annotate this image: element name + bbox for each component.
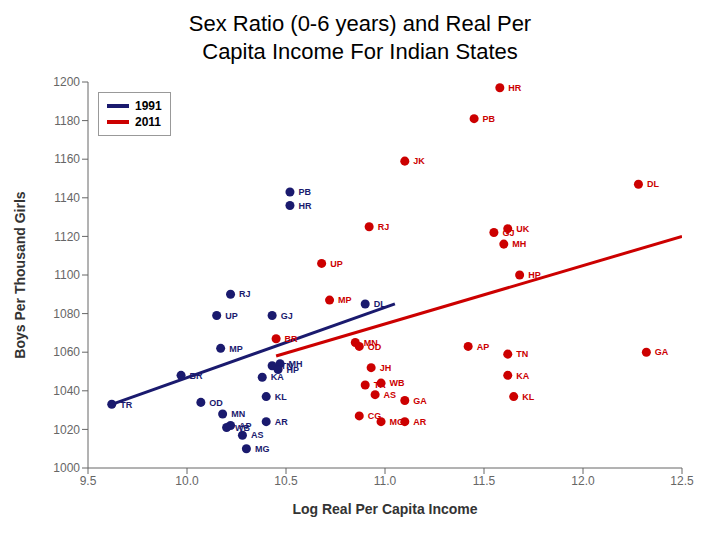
svg-text:9.5: 9.5 <box>80 474 97 488</box>
svg-text:AS: AS <box>384 390 397 400</box>
svg-text:11.0: 11.0 <box>374 474 397 488</box>
svg-text:1100: 1100 <box>54 268 80 282</box>
svg-text:BR: BR <box>190 371 203 381</box>
svg-text:AR: AR <box>413 417 426 427</box>
svg-text:UK: UK <box>516 224 529 234</box>
svg-text:Log Real Per Capita Income: Log Real Per Capita Income <box>292 501 477 517</box>
svg-text:DL: DL <box>374 299 386 309</box>
svg-text:TR: TR <box>120 400 132 410</box>
svg-text:10.5: 10.5 <box>274 474 298 488</box>
svg-text:GJ: GJ <box>281 311 293 321</box>
svg-text:12.5: 12.5 <box>670 474 694 488</box>
svg-text:WB: WB <box>390 378 405 388</box>
svg-text:10.0: 10.0 <box>175 474 199 488</box>
svg-text:DL: DL <box>647 179 659 189</box>
svg-text:1200: 1200 <box>53 75 80 89</box>
svg-text:KA: KA <box>271 372 284 382</box>
svg-text:MN: MN <box>231 409 245 419</box>
svg-text:1080: 1080 <box>53 307 80 321</box>
svg-text:UP: UP <box>330 259 343 269</box>
svg-text:HP: HP <box>287 365 300 375</box>
svg-text:1140: 1140 <box>54 191 80 205</box>
svg-text:GJ: GJ <box>502 228 514 238</box>
svg-text:HR: HR <box>298 201 311 211</box>
svg-text:UP: UP <box>225 311 238 321</box>
svg-text:CG: CG <box>368 411 382 421</box>
svg-text:AP: AP <box>477 342 490 352</box>
svg-text:1060: 1060 <box>53 345 80 359</box>
svg-text:MG: MG <box>255 444 270 454</box>
svg-text:RJ: RJ <box>239 289 251 299</box>
svg-text:WB: WB <box>235 423 250 433</box>
svg-text:1120: 1120 <box>54 230 80 244</box>
html-text:Sex Ratio (0-6 years) and Real: Sex Ratio (0-6 years) and Real Per Capit… <box>188 11 532 64</box>
svg-text:1000: 1000 <box>53 461 80 475</box>
svg-text:RJ: RJ <box>378 222 390 232</box>
svg-text:KL: KL <box>522 392 534 402</box>
html-text:1991: 1991 <box>135 99 162 113</box>
svg-text:MP: MP <box>229 344 243 354</box>
svg-text:MP: MP <box>338 295 352 305</box>
svg-text:TN: TN <box>516 349 528 359</box>
svg-text:KL: KL <box>275 392 287 402</box>
svg-text:HR: HR <box>508 83 521 93</box>
html-text:2011: 2011 <box>135 115 161 129</box>
svg-text:PB: PB <box>483 114 496 124</box>
svg-text:MH: MH <box>512 239 526 249</box>
svg-text:OD: OD <box>209 398 223 408</box>
svg-text:1180: 1180 <box>54 114 80 128</box>
svg-text:11.5: 11.5 <box>473 474 496 488</box>
svg-text:1160: 1160 <box>54 152 80 166</box>
svg-text:TR: TR <box>374 380 386 390</box>
svg-text:BR: BR <box>285 334 298 344</box>
svg-text:HP: HP <box>528 270 541 280</box>
svg-text:1020: 1020 <box>53 423 80 437</box>
svg-text:PB: PB <box>298 187 311 197</box>
svg-text:GA: GA <box>413 396 427 406</box>
svg-text:Boys Per Thousand Girls: Boys Per Thousand Girls <box>12 191 28 358</box>
svg-text:1040: 1040 <box>53 384 80 398</box>
svg-text:GA: GA <box>655 347 669 357</box>
svg-text:MG: MG <box>390 417 405 427</box>
svg-text:12.0: 12.0 <box>571 474 595 488</box>
svg-text:JH: JH <box>380 363 392 373</box>
svg-text:OD: OD <box>368 342 382 352</box>
svg-text:JK: JK <box>413 156 425 166</box>
svg-text:AS: AS <box>251 430 264 440</box>
svg-text:AR: AR <box>275 417 288 427</box>
svg-text:KA: KA <box>516 371 529 381</box>
